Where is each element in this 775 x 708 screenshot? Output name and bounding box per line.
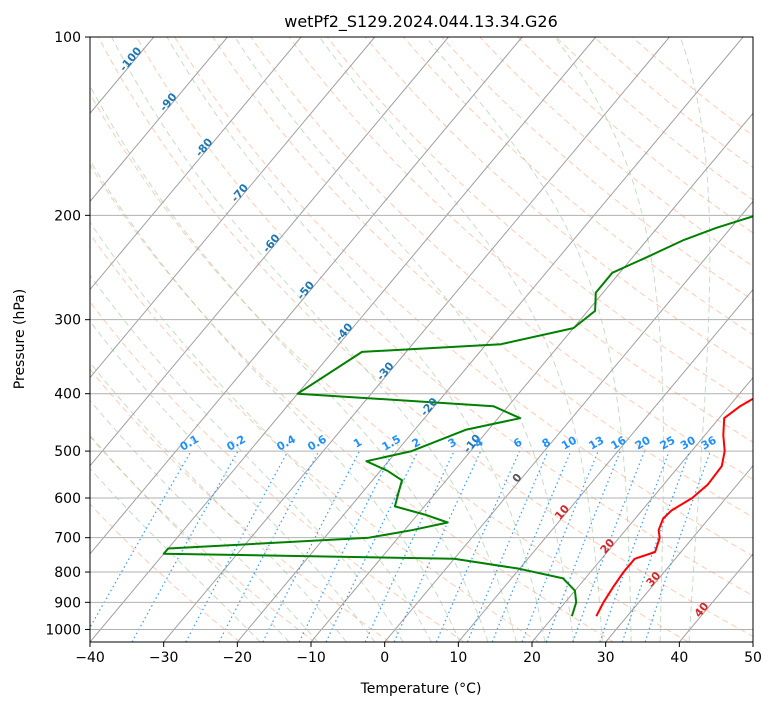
mixing-ratio-line [521,450,599,642]
x-axis: −40 −30 −20 −10 0 10 20 30 40 50 [75,642,762,666]
x-tick-label: 50 [744,650,762,666]
dry-adiabat [90,435,315,642]
isotherm-line [90,37,597,642]
mixing-ratio-line [364,450,455,642]
mixing-ratio-line [185,450,289,642]
x-tick-label: 10 [449,650,467,666]
mixing-ratio-line [644,450,712,642]
y-tick-label: 100 [54,30,81,46]
isotherm-line [457,288,753,642]
x-tick-label: −10 [296,650,326,666]
x-tick-label: −20 [223,650,253,666]
isotherm-line [90,37,302,291]
dry-adiabat [136,37,753,597]
moist-adiabat [90,320,376,642]
dry-adiabat [90,93,689,642]
isotherm-line [605,464,753,642]
y-tick-label: 500 [54,444,81,460]
moist-adiabat [166,37,546,642]
y-tick-label: 600 [54,491,81,507]
y-axis: 100 200 300 400 500 600 700 800 900 1000 [45,30,90,638]
x-axis-title: Temperature (°C) [360,681,482,697]
dry-adiabat [174,37,753,557]
isotherm-line [163,37,670,642]
isotherm-line [90,37,449,467]
moist-adiabat [554,37,664,642]
moist-adiabat [90,159,461,642]
isotherm-line [310,112,753,642]
dry-adiabat [212,37,753,518]
dry-adiabat [90,233,540,642]
mixing-ratio-line [325,450,419,642]
moist-adiabat [90,221,432,642]
dry-adiabat [90,301,465,642]
dry-adiabat [250,37,753,481]
isotherm-line [90,37,376,379]
x-tick-label: −40 [75,650,105,666]
dry-adiabat [90,503,241,642]
x-tick-label: 40 [670,650,688,666]
x-tick-label: 0 [380,650,389,666]
y-tick-label: 800 [54,565,81,581]
y-tick-label: 700 [54,531,81,547]
moist-adiabat [679,37,711,642]
y-tick-label: 1000 [45,622,81,638]
y-axis-title: Pressure (hPa) [12,289,28,389]
x-tick-label: 30 [597,650,615,666]
moist-adiabat [111,37,517,642]
dry-adiabat [90,368,390,642]
dry-adiabat [288,37,753,443]
moist-adiabat [90,274,404,642]
mixing-ratio-line [545,450,621,642]
x-tick-label: 20 [523,650,541,666]
isotherm-line [90,37,228,203]
dry-adiabat [326,37,753,407]
moist-adiabat [90,399,319,642]
moist-adiabat [90,84,489,642]
dry-adiabat [90,163,614,642]
mixing-ratio-line [90,450,192,629]
y-tick-label: 300 [54,313,81,329]
chart-title: wetPf2_S129.2024.044.13.34.G26 [284,12,558,32]
dry-adiabat [364,37,753,371]
moist-adiabat [234,37,575,642]
moist-adiabat [90,361,347,642]
y-tick-label: 400 [54,387,81,403]
y-tick-label: 900 [54,595,81,611]
x-tick-label: −30 [149,650,179,666]
isotherm-line [90,37,523,555]
isotherm-line [384,200,753,642]
moist-adiabat [425,37,632,642]
isotherm-line [531,376,753,642]
dewpoint-profile-line [162,215,753,617]
y-tick-label: 200 [54,208,81,224]
moist-adiabat [318,37,603,642]
mixing-ratio-line [298,450,394,642]
temperature-profile-line [595,397,753,617]
plot-frame [89,36,754,643]
